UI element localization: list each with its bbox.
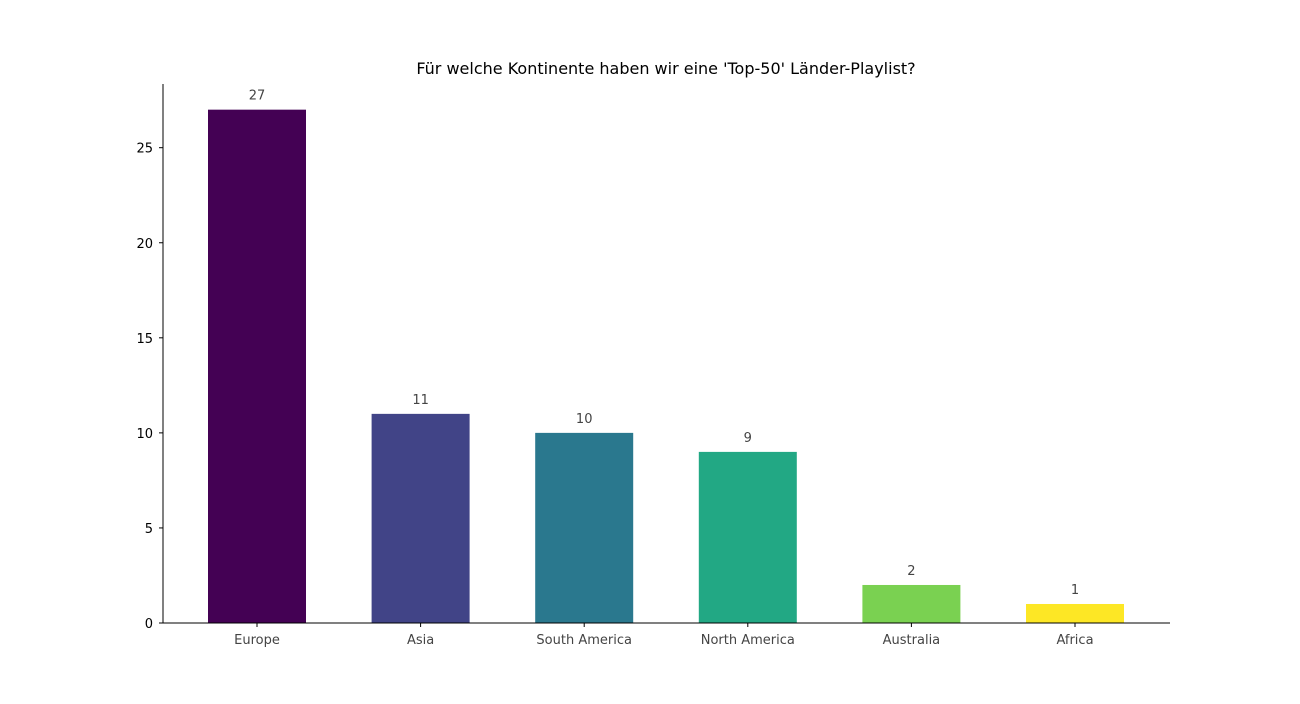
chart-title: Für welche Kontinente haben wir eine 'To… — [416, 59, 916, 78]
x-tick-label: Europe — [234, 633, 280, 648]
value-label: 10 — [576, 412, 593, 427]
y-tick-label: 0 — [145, 617, 153, 632]
value-label: 1 — [1071, 583, 1079, 598]
axes-layer — [162, 84, 1170, 624]
y-tick-label: 20 — [136, 237, 153, 252]
y-tick-label: 10 — [136, 427, 153, 442]
bar-asia — [371, 413, 470, 623]
bar-australia — [862, 584, 961, 623]
x-tick-label: Australia — [883, 633, 941, 648]
value-labels-layer: 27 11 10 9 2 1 — [249, 89, 1079, 598]
bar-africa — [1026, 603, 1124, 623]
x-tick-label: North America — [701, 633, 795, 648]
bar-europe — [208, 109, 306, 623]
ticks-layer: Europe Asia South America North America Aust… — [136, 142, 1093, 648]
y-tick-label: 25 — [136, 142, 153, 157]
x-tick-label: Asia — [407, 633, 434, 648]
bar-north-america — [698, 451, 797, 623]
x-tick-label: Africa — [1056, 633, 1093, 648]
value-label: 27 — [249, 89, 266, 104]
y-tick-label: 5 — [145, 522, 153, 537]
y-tick-label: 15 — [136, 332, 153, 347]
value-label: 11 — [412, 393, 429, 408]
x-tick-label: South America — [536, 633, 632, 648]
bar-south-america — [535, 432, 634, 623]
value-label: 9 — [744, 431, 752, 446]
bars-layer — [208, 109, 1124, 623]
value-label: 2 — [907, 564, 915, 579]
